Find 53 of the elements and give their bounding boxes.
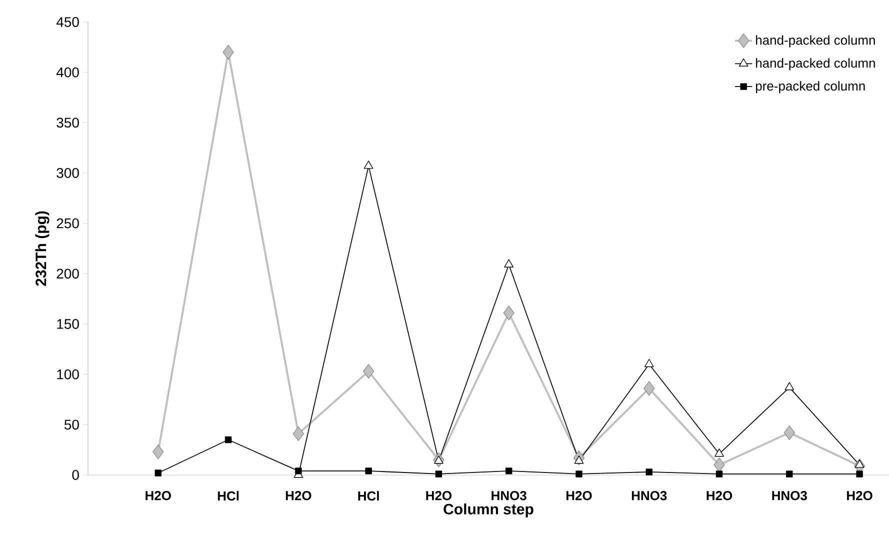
point (362, 364, 374, 379)
point (364, 160, 374, 169)
point (222, 44, 234, 60)
y-tick-label: 200 (56, 268, 79, 279)
point (503, 306, 514, 320)
x-tick-label: H2O (847, 491, 872, 500)
y-axis-title: 232Th (pg) (35, 211, 50, 286)
x-tick-label: HNO3 (632, 491, 667, 500)
legend-label: pre-packed column (756, 81, 865, 94)
point (646, 468, 652, 476)
x-tick-label: H2O (286, 491, 312, 500)
point (786, 470, 793, 478)
x-axis-title: Column step (444, 503, 534, 518)
point (504, 259, 514, 268)
point (365, 468, 372, 474)
point (716, 470, 723, 478)
y-tick-label: 0 (72, 470, 79, 480)
x-tick-label: HNO3 (492, 491, 526, 500)
point (435, 470, 442, 478)
x-tick-label: HNO3 (772, 491, 807, 500)
point (644, 358, 654, 368)
y-tick-label: 350 (56, 118, 79, 128)
point (574, 456, 584, 464)
point (154, 470, 162, 476)
point (644, 381, 655, 396)
point (714, 458, 725, 472)
point (434, 456, 444, 464)
point (784, 382, 794, 390)
point (224, 436, 232, 444)
y-tick-label: 50 (64, 420, 79, 430)
y-tick-label: 250 (56, 218, 79, 228)
legend-label: hand-packed column (756, 58, 875, 70)
x-tick-label: H2O (426, 491, 452, 500)
point (714, 448, 724, 457)
x-tick-label: HCl (358, 491, 379, 501)
x-tick-label: H2O (566, 491, 592, 500)
y-tick-label: 100 (57, 369, 79, 380)
point (292, 426, 304, 442)
point (295, 468, 302, 474)
y-tick-label: 400 (56, 67, 79, 78)
point (505, 468, 512, 474)
legend-label: hand-packed column (756, 35, 875, 48)
y-tick-label: 300 (56, 168, 79, 178)
x-tick-label: H2O (706, 491, 732, 500)
point (784, 425, 795, 440)
point (152, 444, 164, 460)
point (576, 470, 582, 478)
point (854, 460, 864, 468)
y-tick-label: 150 (57, 319, 79, 329)
x-tick-label: H2O (146, 491, 171, 500)
x-tick-label: HCl (218, 491, 239, 501)
y-tick-label: 450 (56, 17, 79, 27)
point (856, 470, 863, 478)
